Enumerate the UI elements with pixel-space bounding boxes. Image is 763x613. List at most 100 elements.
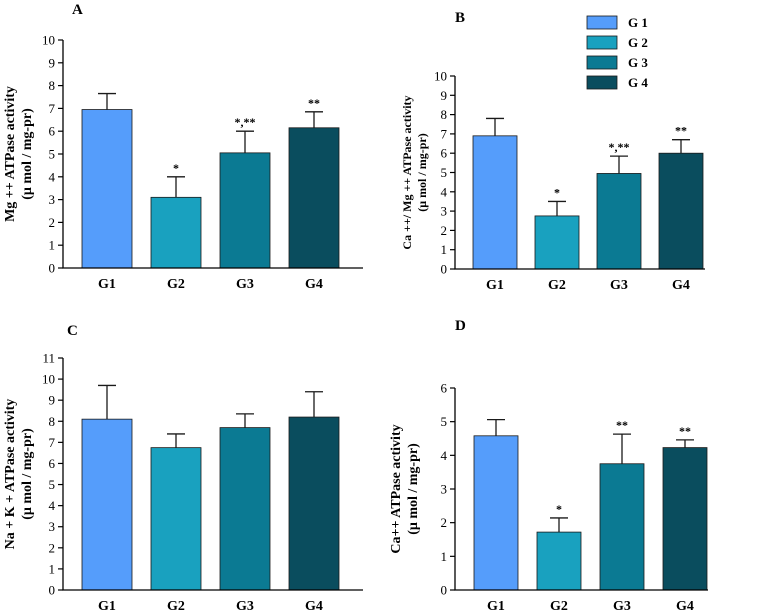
y-tick-label: 4 [49,169,56,184]
y-axis-label: (μ mol / mg-pr) [20,108,35,200]
legend-swatch [586,15,618,30]
y-tick-label: 1 [49,561,56,576]
bar [219,152,271,269]
significance-label: *,** [235,115,256,129]
bar [534,215,580,270]
y-tick-label: 4 [441,448,448,463]
error-bar [676,439,694,448]
y-tick-label: 2 [441,223,448,238]
error-bar [486,117,504,136]
y-axis-label: Ca++ ATPase activity [389,424,404,553]
significance-label: * [556,502,562,516]
y-tick-label: 1 [441,242,448,257]
y-tick-label: 6 [441,146,448,161]
legend-label: G 4 [628,75,648,90]
panel-letter: B [455,10,465,26]
y-tick-label: 9 [49,393,56,408]
error-bar [548,200,566,216]
y-tick-label: 4 [49,498,56,513]
bar [81,418,133,591]
bar [150,447,202,591]
error-bar [305,111,323,128]
error-bar [550,517,568,533]
x-tick-label: G2 [167,599,185,613]
bar [596,173,642,270]
x-tick-label: G2 [548,278,566,293]
y-tick-label: 2 [49,540,56,555]
y-tick-label: 5 [441,165,448,180]
error-bar [167,176,185,198]
y-tick-label: 10 [434,69,447,84]
x-tick-label: G1 [98,599,116,613]
x-tick-label: G4 [305,277,323,292]
panel-letter: A [72,2,83,18]
error-bar [98,384,116,420]
error-bar [613,433,631,464]
significance-label: * [173,161,179,175]
y-tick-label: 5 [49,477,56,492]
bar [81,109,133,269]
y-tick-label: 7 [49,435,56,450]
legend-label: G 2 [628,35,648,50]
y-tick-label: 8 [49,414,56,429]
y-axis-label: (μ mol / mg-pr) [20,428,35,520]
x-tick-label: G4 [305,599,323,613]
y-tick-label: 6 [49,456,56,471]
bar [599,463,645,591]
x-tick-label: G3 [610,278,628,293]
bar [288,127,340,269]
panel-b: B G1 * G2 *,** G3 ** G4 0 1 2 3 4 5 6 7 8 9 10 Ca ++/ Mg ++… [400,10,705,293]
y-tick-label: 2 [441,515,448,530]
y-axis-label: Na + K + ATPase activity [3,399,18,550]
significance-label: * [554,185,560,199]
y-tick-label: 1 [441,549,448,564]
y-tick-label: 10 [42,33,55,48]
x-tick-label: G4 [676,599,694,613]
legend-label: G 1 [628,15,648,30]
y-tick-label: 6 [441,381,448,396]
x-tick-label: G3 [236,599,254,613]
x-tick-label: G3 [236,277,254,292]
y-axis-label: (μ mol / mg-pr) [415,133,429,211]
error-bar [236,413,254,428]
error-bar [487,418,505,436]
error-bar [672,139,690,154]
y-tick-label: 0 [441,262,448,277]
y-tick-label: 8 [49,78,56,93]
x-tick-label: G2 [167,277,185,292]
y-tick-label: 7 [49,101,56,116]
y-tick-label: 9 [441,88,448,103]
error-bar [98,92,116,110]
y-tick-label: 2 [49,215,56,230]
x-tick-label: G4 [672,278,690,293]
y-tick-label: 4 [441,184,448,199]
bar [472,135,518,270]
bar [473,435,519,591]
x-tick-label: G1 [487,599,505,613]
bar [536,531,582,591]
y-tick-label: 11 [42,351,55,366]
bar [658,152,704,270]
y-tick-label: 10 [42,372,55,387]
y-tick-label: 5 [441,414,448,429]
y-tick-label: 1 [49,238,56,253]
y-tick-label: 8 [441,107,448,122]
y-tick-label: 6 [49,124,56,139]
error-bar [167,433,185,448]
x-tick-label: G1 [486,278,504,293]
x-tick-label: G2 [550,599,568,613]
y-tick-label: 3 [49,192,56,207]
legend: G 1 G 2 G 3 G 4 [586,15,648,90]
significance-label: ** [675,124,687,138]
legend-swatch [586,55,618,70]
panel-c: C G1 G2 G3 G4 0 1 2 3 4 5 6 7 8 9 10 11 Na + K + ATPase a… [3,323,363,613]
error-bar [305,391,323,418]
significance-label: ** [616,418,628,432]
legend-label: G 3 [628,55,648,70]
significance-label: *,** [609,140,630,154]
error-bar [610,155,628,174]
y-tick-label: 0 [49,583,56,598]
bar [150,196,202,269]
y-tick-label: 7 [441,126,448,141]
